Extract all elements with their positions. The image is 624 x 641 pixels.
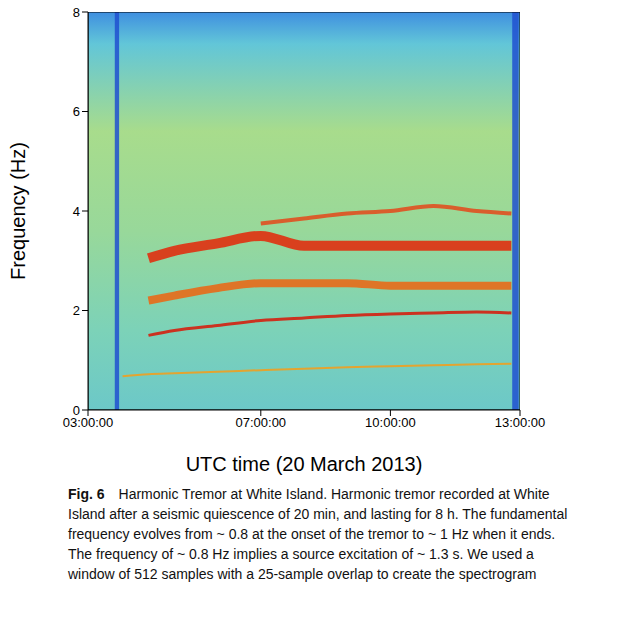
svg-text:13:00:00: 13:00:00 — [495, 415, 546, 430]
svg-text:03:00:00: 03:00:00 — [63, 415, 114, 430]
svg-text:4: 4 — [73, 204, 80, 219]
svg-text:10:00:00: 10:00:00 — [365, 415, 416, 430]
svg-text:UTC time (20 March 2013): UTC time (20 March 2013) — [186, 453, 423, 475]
svg-text:6: 6 — [73, 104, 80, 119]
html-text:Harmonic Tremor at White Islan: Harmonic Tremor at White Island. Harmoni… — [68, 486, 568, 582]
svg-text:0: 0 — [73, 403, 80, 418]
svg-text:8: 8 — [73, 5, 80, 20]
svg-text:07:00:00: 07:00:00 — [235, 415, 286, 430]
svg-text:Frequency (Hz): Frequency (Hz) — [7, 142, 29, 280]
svg-text:2: 2 — [73, 303, 80, 318]
html-text:Fig. 6: Fig. 6 — [68, 486, 105, 502]
